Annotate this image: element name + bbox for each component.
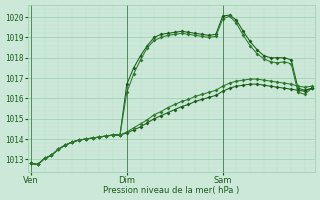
X-axis label: Pression niveau de la mer( hPa ): Pression niveau de la mer( hPa ) bbox=[103, 186, 239, 195]
